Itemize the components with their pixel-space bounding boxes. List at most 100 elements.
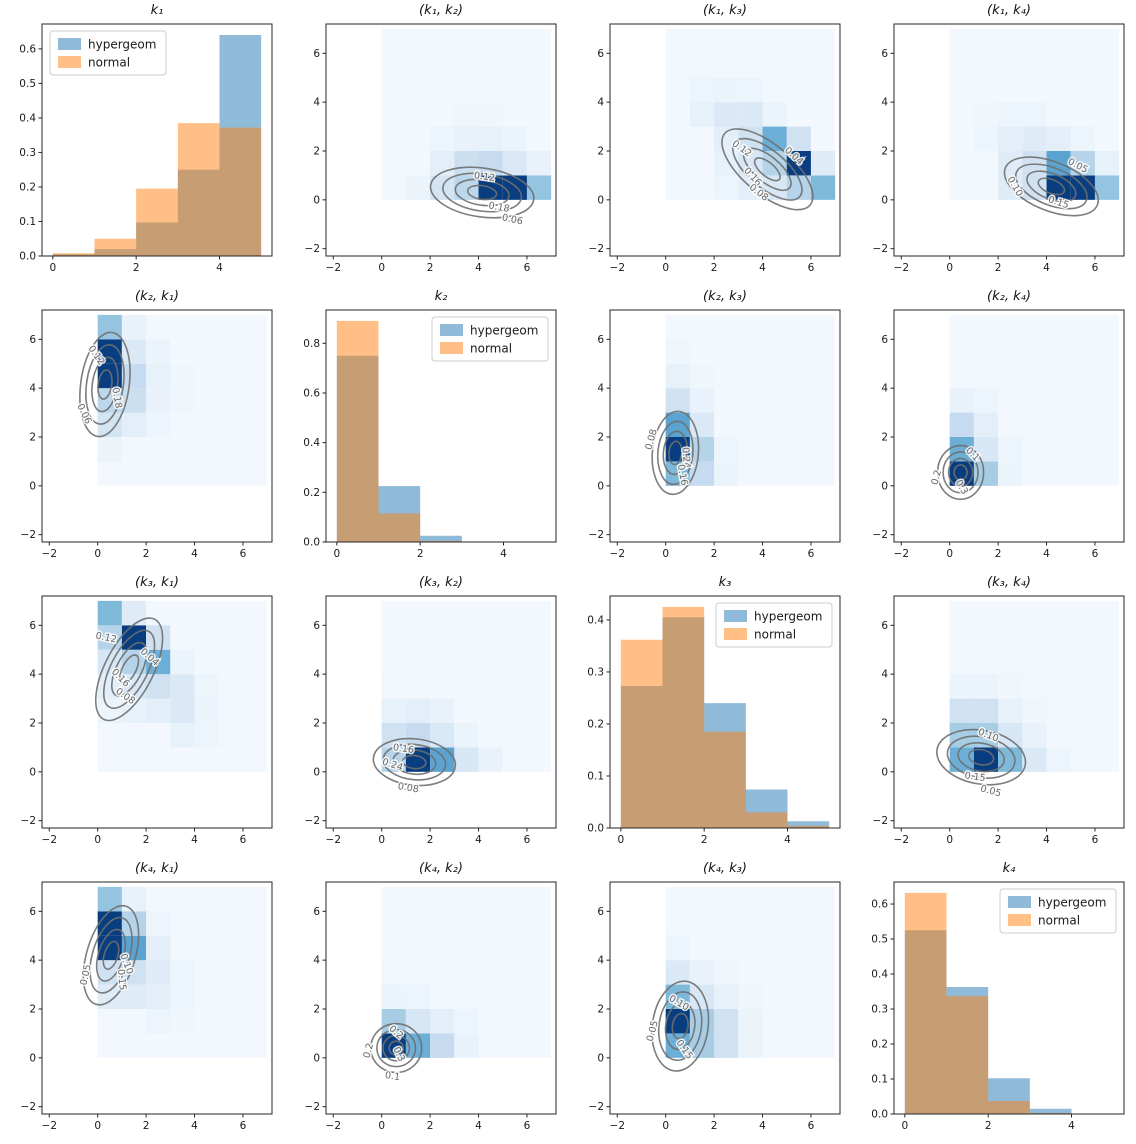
svg-text:−2: −2: [610, 548, 625, 560]
svg-text:2: 2: [143, 548, 150, 560]
svg-text:2: 2: [427, 834, 434, 846]
svg-text:0.24: 0.24: [679, 447, 692, 469]
svg-text:0.15: 0.15: [964, 770, 986, 784]
svg-text:2: 2: [427, 262, 434, 274]
svg-text:2: 2: [597, 145, 604, 157]
svg-text:6: 6: [1092, 262, 1099, 274]
svg-text:0: 0: [378, 834, 385, 846]
svg-text:0: 0: [662, 1120, 669, 1132]
svg-text:4: 4: [475, 1120, 482, 1132]
svg-text:−2: −2: [42, 834, 57, 846]
svg-text:0: 0: [313, 194, 320, 206]
subplot-title: (k₂, k₃): [703, 289, 747, 304]
svg-text:4: 4: [1068, 1120, 1075, 1132]
subplot-k2-k1: (k₂, k₁) 0.12 0.18 0.06 −2 0 2 4 6 −2 0 2 4 6: [0, 286, 284, 572]
svg-text:2: 2: [995, 834, 1002, 846]
svg-text:0: 0: [94, 548, 101, 560]
subplot-k1: k₁ 0 2 4 0.0 0.1 0.2 0.3 0.4 0.5 0.6 hypergeom norm…: [0, 0, 284, 286]
svg-text:0.3: 0.3: [871, 1004, 888, 1016]
svg-text:4: 4: [29, 383, 36, 395]
svg-text:0: 0: [378, 262, 385, 274]
svg-text:normal: normal: [1038, 914, 1080, 928]
subplot-title: (k₃, k₄): [987, 575, 1031, 590]
svg-text:−2: −2: [21, 1101, 36, 1113]
svg-text:6: 6: [597, 48, 604, 60]
subplot-k2-k4: (k₂, k₄) 0.1 0.2 0.3 −2 0 2 4 6 −2 0 2 4 6: [852, 286, 1136, 572]
svg-text:0: 0: [597, 194, 604, 206]
svg-text:6: 6: [1092, 548, 1099, 560]
svg-text:6: 6: [240, 834, 247, 846]
svg-text:4: 4: [881, 97, 888, 109]
svg-text:0.2: 0.2: [19, 181, 36, 193]
svg-text:0: 0: [94, 1120, 101, 1132]
svg-text:−2: −2: [610, 262, 625, 274]
svg-text:0: 0: [901, 1120, 908, 1132]
svg-text:0.16: 0.16: [392, 742, 414, 756]
svg-text:0.6: 0.6: [19, 43, 36, 55]
subplot-k1-k3: (k₁, k₃) 0.12 0.04 0.16 0.08 −2 0 2 4 6 −2 0 2 4 6: [568, 0, 852, 286]
svg-text:6: 6: [597, 334, 604, 346]
svg-text:2: 2: [985, 1120, 992, 1132]
svg-text:6: 6: [808, 1120, 815, 1132]
svg-text:6: 6: [597, 906, 604, 918]
svg-text:−2: −2: [894, 262, 909, 274]
svg-text:0.4: 0.4: [871, 969, 888, 981]
svg-text:0.8: 0.8: [303, 338, 320, 350]
svg-text:0.1: 0.1: [871, 1074, 888, 1086]
svg-text:0.06: 0.06: [501, 212, 524, 227]
svg-text:4: 4: [1043, 262, 1050, 274]
svg-text:6: 6: [524, 834, 531, 846]
svg-text:0: 0: [881, 194, 888, 206]
svg-text:2: 2: [417, 548, 424, 560]
svg-text:0.4: 0.4: [303, 437, 320, 449]
svg-text:2: 2: [29, 1003, 36, 1015]
svg-text:−2: −2: [894, 548, 909, 560]
svg-text:−2: −2: [305, 815, 320, 827]
svg-text:0.4: 0.4: [19, 112, 36, 124]
subplot-title: k₂: [434, 289, 448, 304]
svg-text:0.05: 0.05: [645, 1019, 661, 1042]
svg-text:0.2: 0.2: [930, 469, 945, 486]
subplot-k4: k₄ 0 2 4 0.0 0.1 0.2 0.3 0.4 0.5 0.6 hypergeom norm…: [852, 858, 1136, 1144]
subplot-k3-k1: (k₃, k₁) 0.12 0.04 0.16 0.08 −2 0 2 4 6 −2 0 2 4 6: [0, 572, 284, 858]
svg-text:6: 6: [881, 48, 888, 60]
svg-text:4: 4: [759, 262, 766, 274]
svg-text:0.12: 0.12: [473, 170, 495, 184]
svg-text:2: 2: [597, 431, 604, 443]
svg-text:2: 2: [711, 1120, 718, 1132]
svg-text:6: 6: [808, 548, 815, 560]
svg-text:4: 4: [784, 834, 791, 846]
svg-text:6: 6: [524, 1120, 531, 1132]
svg-text:4: 4: [759, 1120, 766, 1132]
svg-text:4: 4: [500, 548, 507, 560]
svg-text:0: 0: [946, 548, 953, 560]
svg-text:4: 4: [597, 97, 604, 109]
svg-text:6: 6: [313, 620, 320, 632]
svg-text:hypergeom: hypergeom: [88, 38, 156, 52]
svg-text:hypergeom: hypergeom: [1038, 896, 1106, 910]
svg-text:−2: −2: [610, 1120, 625, 1132]
subplot-k4-k3: (k₄, k₃) 0.10 0.05 0.15 −2 0 2 4 6 −2 0 2 4 6: [568, 858, 852, 1144]
svg-text:6: 6: [313, 906, 320, 918]
plot-k4-histogram: 0 2 4 0.0 0.1 0.2 0.3 0.4 0.5 0.6 hypergeom normal: [871, 881, 1125, 1132]
subplot-k4-k1: (k₄, k₁) 0.05 0.10 0.15 −2 0 2 4 6 −2 0 2 4 6: [0, 858, 284, 1144]
subplot-title: (k₂, k₁): [135, 289, 179, 304]
svg-text:0.0: 0.0: [19, 251, 36, 263]
subplot-title: k₃: [718, 575, 732, 590]
svg-text:4: 4: [191, 834, 198, 846]
svg-text:−2: −2: [42, 548, 57, 560]
svg-text:2: 2: [881, 145, 888, 157]
svg-text:0: 0: [29, 480, 36, 492]
svg-text:0.05: 0.05: [979, 783, 1002, 799]
plot-k3-histogram: 0 2 4 0.0 0.1 0.2 0.3 0.4 hypergeom normal: [587, 595, 841, 846]
plot-k1-histogram: 0 2 4 0.0 0.1 0.2 0.3 0.4 0.5 0.6 hypergeom normal: [19, 23, 273, 274]
svg-text:0: 0: [29, 766, 36, 778]
svg-text:4: 4: [475, 262, 482, 274]
svg-text:−2: −2: [894, 834, 909, 846]
svg-text:4: 4: [881, 383, 888, 395]
